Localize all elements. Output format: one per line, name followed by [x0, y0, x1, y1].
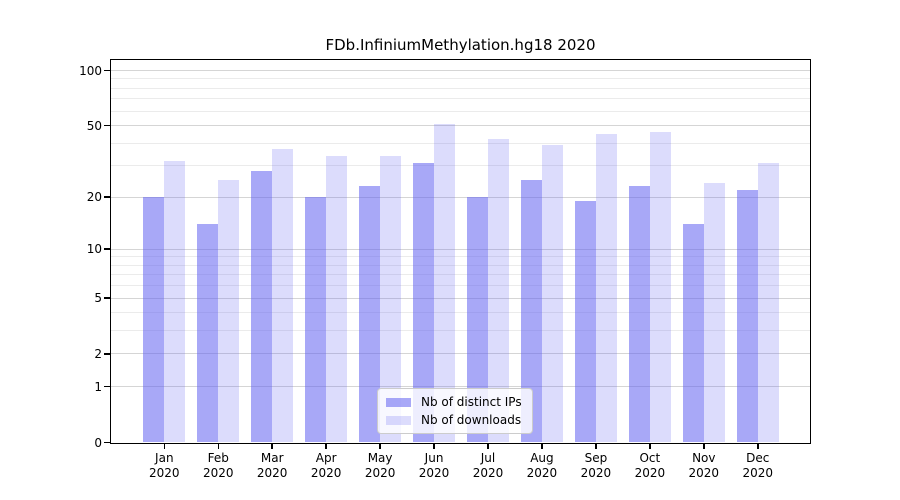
x-tick-label: Dec 2020: [742, 451, 774, 480]
x-tick-label: Mar 2020: [256, 451, 288, 480]
y-tick-mark: [104, 69, 110, 72]
bar-distinct-ips-nov: [682, 224, 704, 443]
x-tick-mark: [487, 443, 489, 449]
y-tick-label: 2: [94, 346, 102, 361]
bar-distinct-ips-oct: [628, 186, 650, 443]
bar-downloads-jul: [488, 139, 509, 443]
legend-label-distinct-ips: Nb of distinct IPs: [421, 395, 522, 409]
y-tick-mark: [104, 353, 110, 355]
bar-downloads-mar: [272, 149, 294, 443]
y-gridline-minor: [111, 142, 810, 144]
x-tick-mark: [325, 443, 327, 449]
y-gridline-minor: [111, 256, 810, 258]
bar-downloads-sep: [595, 133, 617, 443]
y-gridline-minor: [111, 330, 810, 332]
y-gridline-major: [111, 386, 810, 388]
bar-distinct-ips-sep: [574, 201, 596, 443]
y-tick-label: 20: [86, 190, 102, 205]
bar-distinct-ips-dec: [736, 189, 758, 443]
x-tick-mark: [163, 443, 166, 449]
y-gridline-minor: [111, 78, 810, 80]
y-gridline-minor: [111, 110, 810, 112]
y-gridline-minor: [111, 312, 810, 314]
y-gridline-major: [111, 125, 810, 127]
y-tick-mark: [104, 196, 110, 198]
legend-swatch-downloads: [386, 415, 411, 425]
y-gridline-minor: [111, 285, 810, 287]
legend-swatch-distinct-ips: [386, 397, 411, 407]
bar-downloads-jan: [164, 160, 186, 443]
y-tick-label: 10: [86, 242, 102, 257]
chart-title: FDb.InfiniumMethylation.hg18 2020: [325, 36, 596, 54]
bar-downloads-jun: [434, 124, 456, 443]
x-tick-mark: [595, 443, 597, 449]
bar-distinct-ips-may: [359, 186, 381, 443]
y-gridline-minor: [111, 274, 810, 276]
x-tick-mark: [433, 443, 435, 449]
x-tick-label: Oct 2020: [634, 451, 666, 480]
y-tick-label: 100: [79, 63, 102, 78]
x-tick-label: May 2020: [364, 451, 396, 480]
legend-item-downloads: Nb of downloads: [386, 413, 522, 427]
y-gridline-major: [111, 196, 810, 198]
y-tick-mark: [104, 297, 110, 299]
y-gridline-minor: [111, 165, 810, 167]
y-tick-mark: [104, 385, 110, 388]
x-tick-label: Jan 2020: [149, 451, 180, 480]
legend-label-downloads: Nb of downloads: [421, 413, 522, 427]
bar-distinct-ips-jan: [143, 197, 165, 443]
y-tick-label: 50: [86, 118, 102, 133]
x-tick-mark: [217, 443, 219, 449]
bar-distinct-ips-jul: [467, 197, 488, 443]
y-gridline-minor: [111, 98, 810, 100]
bar-distinct-ips-apr: [305, 197, 327, 443]
x-tick-label: Nov 2020: [688, 451, 720, 480]
y-tick-label: 5: [94, 291, 102, 306]
y-gridline-minor: [111, 264, 810, 266]
x-tick-label: Feb 2020: [202, 451, 234, 480]
legend-item-distinct-ips: Nb of distinct IPs: [386, 395, 522, 409]
y-tick-label: 1: [94, 379, 102, 394]
bar-distinct-ips-aug: [520, 179, 542, 443]
y-tick-mark: [104, 124, 110, 127]
y-gridline-major: [111, 353, 810, 355]
y-tick-label: 0: [94, 435, 102, 450]
y-gridline-major: [111, 248, 810, 250]
y-tick-mark: [104, 441, 110, 444]
legend: Nb of distinct IPs Nb of downloads: [377, 388, 533, 434]
x-tick-label: Jul 2020: [472, 451, 504, 480]
bar-distinct-ips-feb: [197, 224, 219, 443]
x-tick-label: Sep 2020: [580, 451, 612, 480]
bar-downloads-nov: [703, 183, 725, 443]
x-tick-label: Apr 2020: [310, 451, 342, 480]
bar-downloads-oct: [649, 132, 671, 443]
x-tick-mark: [649, 443, 651, 449]
bar-downloads-may: [380, 155, 402, 443]
bar-distinct-ips-mar: [251, 171, 273, 443]
x-tick-label: Aug 2020: [526, 451, 558, 480]
bar-downloads-dec: [757, 163, 779, 443]
y-gridline-major: [111, 70, 810, 72]
bar-downloads-feb: [218, 179, 240, 443]
y-gridline-major: [111, 297, 810, 299]
y-tick-mark: [104, 248, 110, 250]
bar-distinct-ips-jun: [413, 163, 435, 443]
bar-downloads-apr: [326, 155, 348, 443]
x-tick-label: Jun 2020: [418, 451, 450, 480]
bar-downloads-aug: [541, 145, 563, 443]
x-tick-mark: [271, 443, 273, 449]
x-tick-mark: [703, 443, 705, 449]
x-tick-mark: [379, 443, 381, 449]
x-tick-mark: [757, 443, 759, 449]
x-tick-mark: [541, 443, 543, 449]
y-gridline-minor: [111, 87, 810, 89]
